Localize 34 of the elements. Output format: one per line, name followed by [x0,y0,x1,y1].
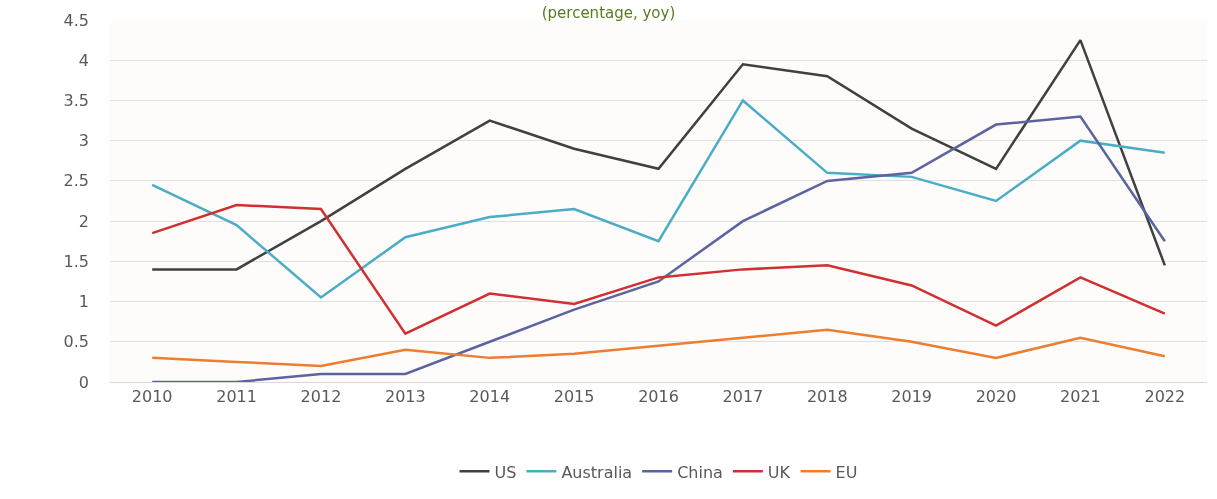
x-tick-label: 2019 [891,387,933,407]
x-tick-label: 2017 [722,387,764,407]
y-tick-label: 4 [78,50,89,70]
y-tick-label: 2 [78,211,89,231]
y-tick-label: 0.5 [63,332,89,352]
y-tick-label: 1.5 [63,251,89,271]
y-tick-label: 3 [78,131,89,151]
x-tick-label: 2021 [1060,387,1101,407]
x-tick-label: 2013 [384,387,426,407]
x-tick-label: 2022 [1144,387,1186,407]
line-series [150,115,1167,382]
x-tick-label: 2012 [300,387,342,407]
line-series [150,203,1167,335]
y-tick-label: 4.5 [63,10,89,30]
legend-label: US [494,462,517,482]
y-tick-label: 1 [78,292,89,312]
chart-title: (percentage, yoy) [541,3,676,22]
line-series [150,328,1167,368]
x-tick-label: 2016 [638,387,679,407]
line-series [150,99,1167,299]
y-tick-label: 3.5 [63,91,89,111]
y-tick-label: 0 [78,372,89,392]
x-tick-label: 2010 [131,387,173,407]
x-tick-label: 2020 [975,387,1017,407]
x-tick-label: 2018 [806,387,848,407]
legend-label: UK [767,462,791,482]
x-tick-label: 2011 [216,387,257,407]
legend-label: Australia [561,462,633,482]
x-tick-label: 2014 [469,387,511,407]
y-tick-label: 2.5 [63,171,89,191]
line-series [150,38,1167,271]
legend-label: China [677,462,723,482]
x-tick-label: 2015 [553,387,595,407]
legend-label: EU [835,462,858,482]
